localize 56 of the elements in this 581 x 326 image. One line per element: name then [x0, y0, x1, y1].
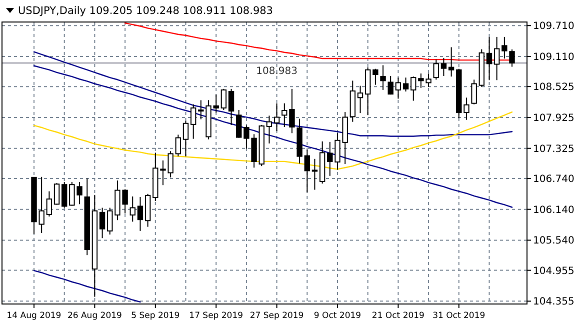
candlestick: [388, 76, 394, 96]
candlestick: [190, 104, 196, 140]
candlestick: [357, 85, 364, 114]
candlestick: [99, 207, 106, 239]
candlestick: [228, 88, 234, 126]
candlestick: [471, 79, 477, 105]
y-tick-label: 107.325: [533, 144, 574, 155]
x-tick-label: 26 Aug 2019: [67, 311, 122, 321]
ref-line-label: 108.983: [256, 66, 298, 78]
y-tick-label: 109.110: [533, 52, 574, 63]
x-tick-label: 17 Sep 2019: [189, 311, 244, 321]
candlestick: [402, 77, 409, 92]
candlestick: [440, 58, 447, 77]
y-tick-label: 104.355: [533, 296, 574, 308]
y-tick-label: 106.740: [533, 174, 574, 185]
y-tick-label: 105.540: [533, 236, 574, 247]
candlestick: [448, 46, 454, 78]
candlestick: [433, 59, 439, 80]
x-tick-label: 14 Aug 2019: [6, 311, 62, 321]
candlestick: [175, 134, 182, 157]
candlestick: [282, 102, 288, 128]
x-tick-label: 5 Sep 2019: [131, 311, 180, 321]
candlestick: [380, 64, 386, 90]
y-tick-label: 106.140: [533, 204, 574, 216]
candlestick: [220, 88, 227, 110]
candlestick: [236, 109, 242, 138]
candlestick: [107, 207, 113, 236]
line-series: [33, 51, 513, 137]
candlestick: [274, 102, 280, 132]
x-tick-label: 21 Oct 2019: [372, 311, 424, 321]
candlestick: [54, 182, 60, 206]
candlestick: [130, 196, 136, 222]
chart-title: USDJPY,Daily 109.205 109.248 108.911 108.983: [18, 5, 273, 17]
x-tick-label: 31 Oct 2019: [432, 311, 486, 321]
candlestick: [182, 120, 189, 157]
candlestick: [312, 158, 318, 190]
candlestick: [410, 76, 416, 102]
candlestick: [46, 190, 52, 218]
candlestick: [486, 36, 492, 81]
y-tick-label: 104.955: [533, 266, 574, 277]
candlestick: [266, 115, 272, 144]
candlestick: [289, 88, 295, 134]
candlestick: [372, 68, 378, 86]
candlestick: [395, 77, 402, 100]
y-tick-label: 109.710: [533, 21, 574, 32]
x-tick-label: 9 Oct 2019: [314, 311, 362, 321]
x-tick-label: 27 Sep 2019: [250, 311, 304, 321]
candlestick: [61, 182, 68, 208]
y-tick-label: 107.925: [533, 112, 574, 124]
candlestick: [304, 149, 310, 193]
candlestick: [137, 196, 144, 232]
line-series: [33, 270, 141, 303]
y-tick-label: 108.525: [533, 82, 574, 94]
candlestick: [464, 97, 470, 120]
line-series: [33, 65, 513, 208]
candlestick: [494, 36, 500, 81]
